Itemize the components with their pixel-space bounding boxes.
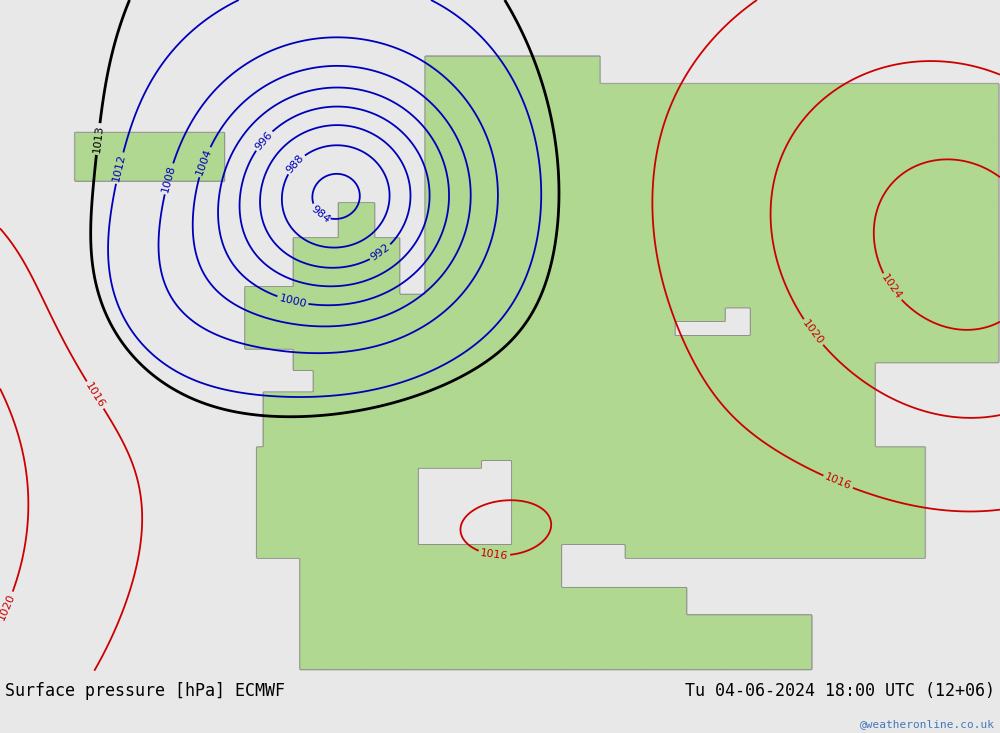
Text: 996: 996 bbox=[253, 129, 274, 152]
Text: 988: 988 bbox=[285, 152, 306, 175]
Text: 1016: 1016 bbox=[480, 548, 509, 561]
Text: 1008: 1008 bbox=[160, 164, 177, 194]
Text: 992: 992 bbox=[369, 243, 392, 263]
Text: 1016: 1016 bbox=[823, 472, 853, 492]
Text: 1020: 1020 bbox=[801, 318, 825, 347]
Text: Tu 04-06-2024 18:00 UTC (12+06): Tu 04-06-2024 18:00 UTC (12+06) bbox=[685, 682, 995, 699]
Text: 1012: 1012 bbox=[111, 153, 128, 183]
Text: 1000: 1000 bbox=[278, 292, 308, 309]
Text: 1004: 1004 bbox=[195, 147, 214, 177]
Text: @weatheronline.co.uk: @weatheronline.co.uk bbox=[860, 718, 995, 729]
Text: Surface pressure [hPa] ECMWF: Surface pressure [hPa] ECMWF bbox=[5, 682, 285, 699]
Text: 1013: 1013 bbox=[92, 125, 105, 153]
Text: 1024: 1024 bbox=[879, 273, 904, 302]
Text: 1020: 1020 bbox=[0, 592, 17, 622]
Text: 1016: 1016 bbox=[84, 380, 107, 410]
Text: 984: 984 bbox=[309, 203, 332, 224]
